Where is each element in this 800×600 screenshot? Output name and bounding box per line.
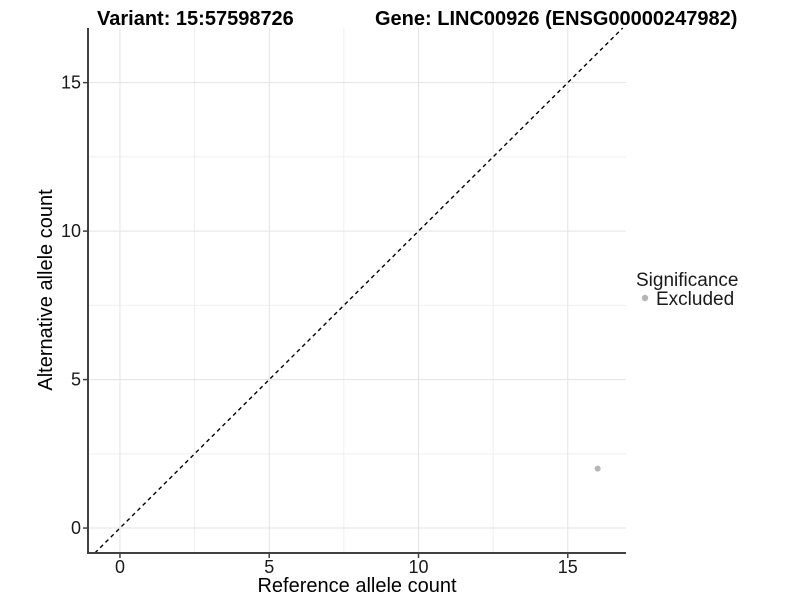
legend-label-excluded: Excluded	[656, 289, 734, 310]
y-tick-label-1: 5	[71, 370, 81, 390]
x-tick-label-0: 0	[115, 557, 125, 577]
y-tick-label-0: 0	[71, 518, 81, 538]
major-gridlines	[88, 28, 626, 553]
y-axis-title: Alternative allele count	[35, 189, 57, 391]
x-tick-label-1: 5	[264, 557, 274, 577]
identity-reference-line	[94, 27, 624, 554]
legend-title: Significance	[636, 270, 738, 291]
x-tick-label-3: 15	[558, 557, 578, 577]
data-point-excluded	[594, 465, 601, 472]
axis-lines	[87, 28, 626, 554]
legend-key-excluded-dot	[641, 294, 649, 302]
y-tick-label-2: 10	[61, 221, 81, 241]
minor-gridlines	[88, 28, 626, 553]
plot-title-gene: Gene: LINC00926 (ENSG00000247982)	[375, 8, 737, 30]
legend: Significance Excluded	[636, 270, 738, 310]
tick-labels: 0 5 10 15 0 5 10 15	[61, 73, 578, 577]
x-axis-title: Reference allele count	[257, 575, 456, 597]
data-points	[594, 465, 601, 472]
tick-marks	[83, 81, 569, 558]
identity-line-dashed	[94, 27, 624, 554]
plot-title-variant: Variant: 15:57598726	[97, 8, 294, 30]
x-tick-label-2: 10	[408, 557, 428, 577]
y-tick-label-3: 15	[61, 73, 81, 93]
